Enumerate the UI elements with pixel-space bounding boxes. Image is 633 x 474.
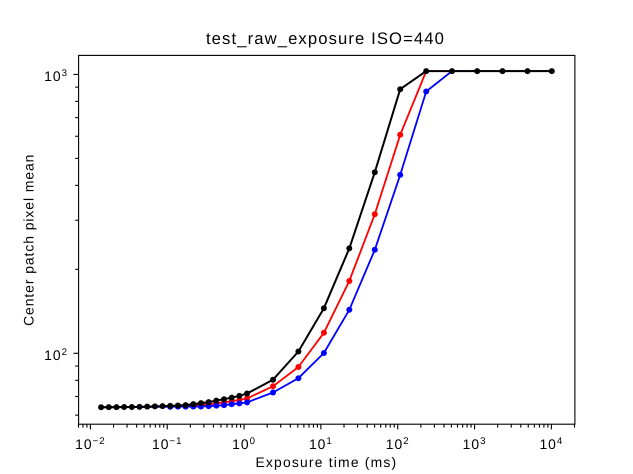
svg-text:102: 102	[44, 347, 68, 363]
svg-text:test_raw_exposure ISO=440: test_raw_exposure ISO=440	[206, 29, 445, 48]
svg-text:104: 104	[539, 436, 563, 452]
svg-text:101: 101	[309, 436, 333, 452]
svg-text:Center patch pixel mean: Center patch pixel mean	[21, 154, 37, 326]
svg-text:102: 102	[386, 436, 410, 452]
svg-text:103: 103	[44, 68, 68, 84]
svg-text:100: 100	[232, 436, 256, 452]
svg-text:103: 103	[463, 436, 487, 452]
svg-text:Exposure time (ms): Exposure time (ms)	[255, 454, 397, 470]
